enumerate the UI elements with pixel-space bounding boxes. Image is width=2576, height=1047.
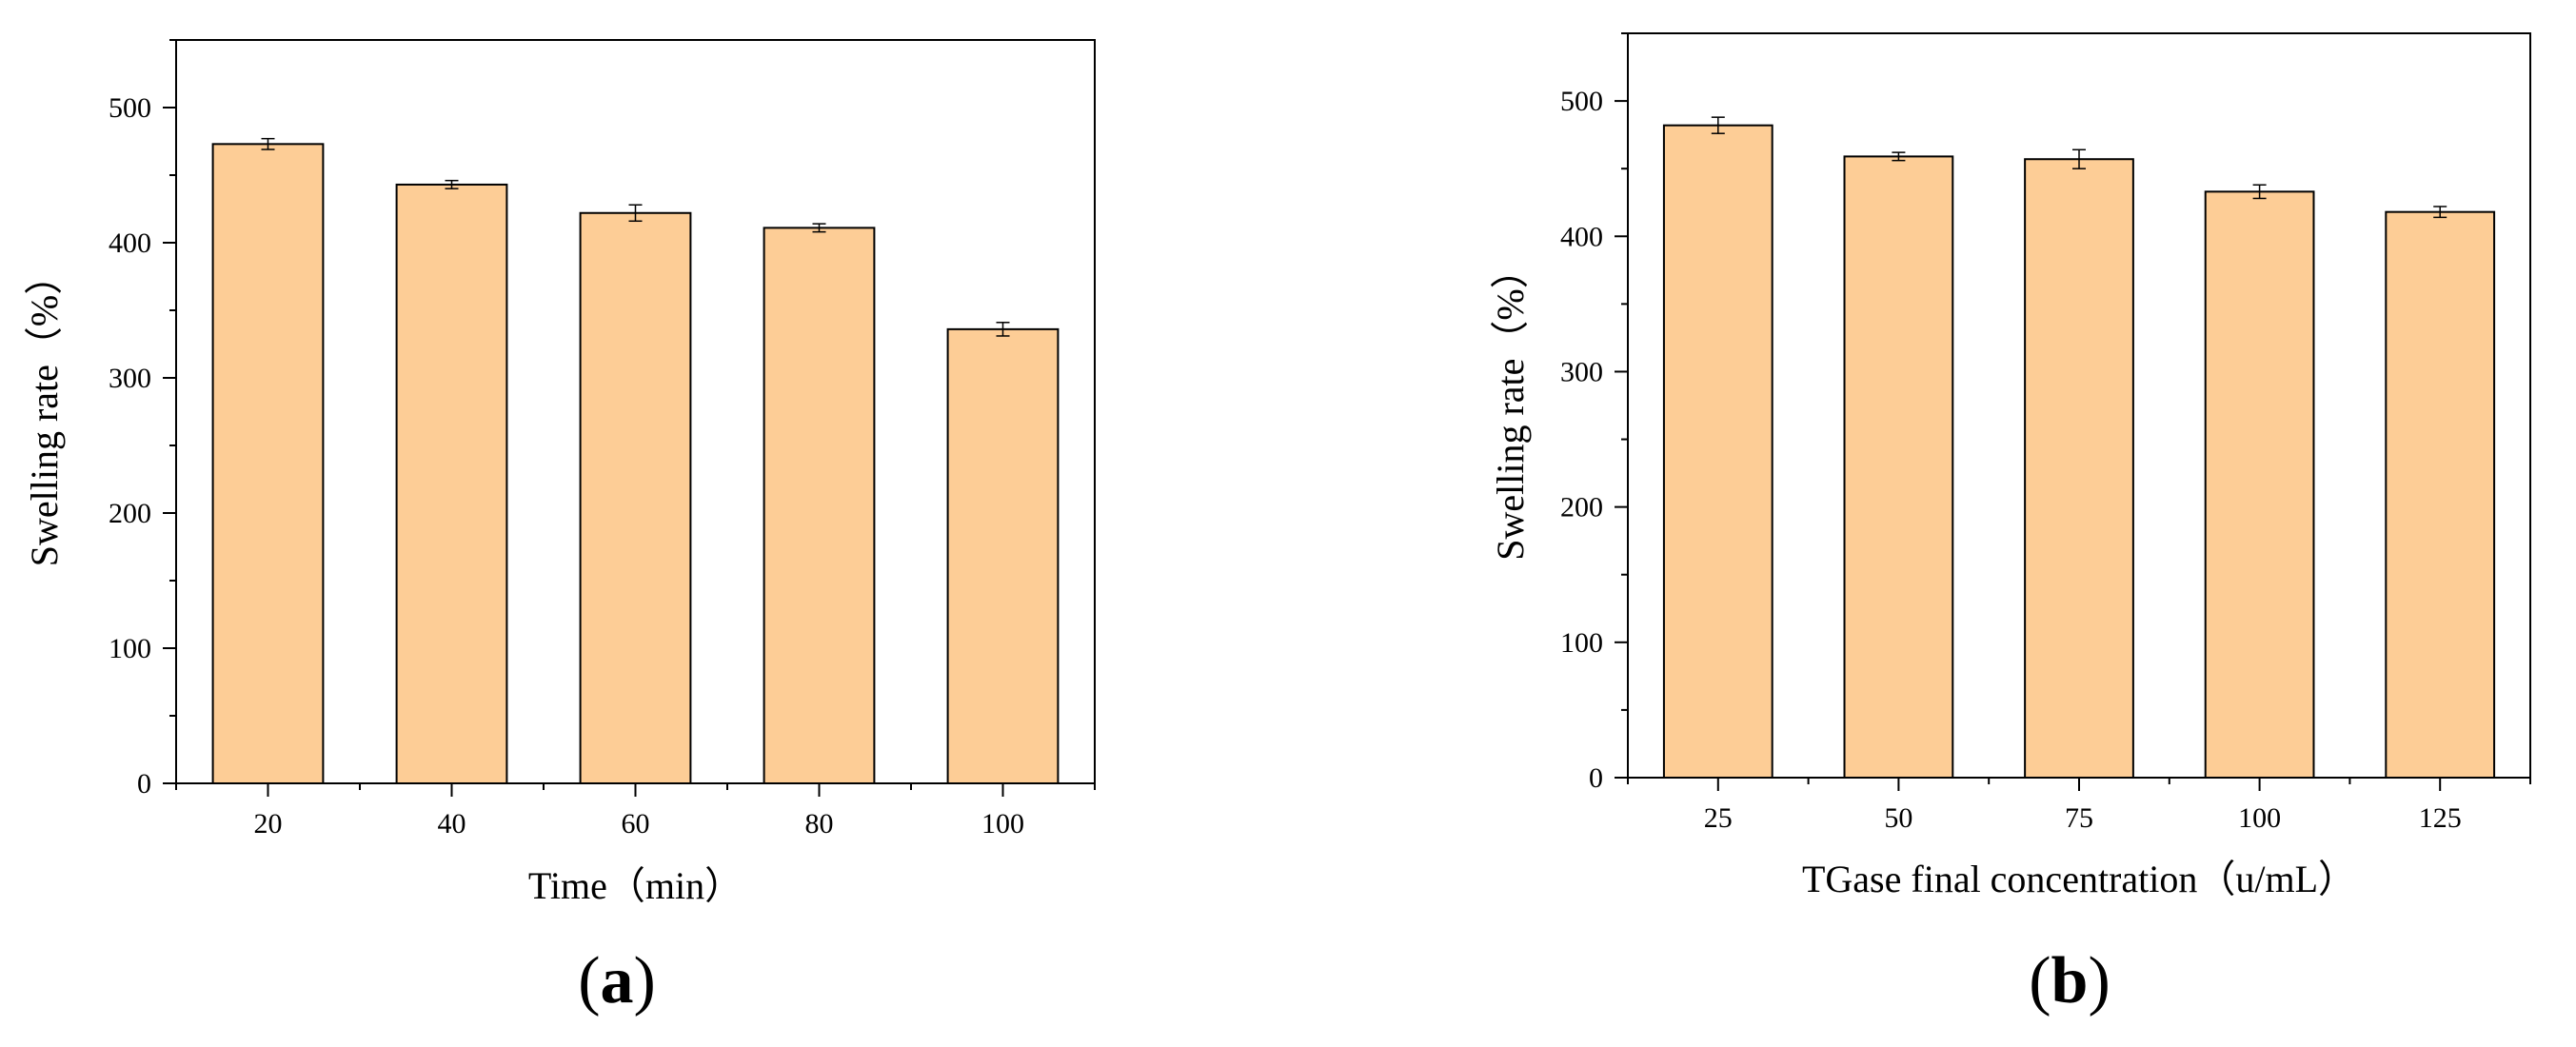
x-axis-title: Time（min） bbox=[528, 864, 743, 907]
y-tick-label: 0 bbox=[1589, 762, 1603, 794]
y-tick-label: 300 bbox=[109, 363, 151, 394]
panel-label-close-paren: ) bbox=[634, 944, 656, 1017]
bar bbox=[763, 227, 876, 784]
y-tick-label: 400 bbox=[1560, 221, 1603, 252]
panel-label-letter: a bbox=[601, 944, 634, 1017]
bar bbox=[1843, 155, 1954, 780]
panel-label: (b) bbox=[2029, 944, 2110, 1017]
x-tick-label: 100 bbox=[981, 808, 1024, 840]
x-tick-label: 20 bbox=[254, 808, 283, 840]
bar bbox=[2024, 158, 2134, 780]
panel-a-chart: 0 100 200 300 400 500 20 40 60 80 100 Time（min） Swel… bbox=[23, 39, 1096, 1017]
x-tick-label: 75 bbox=[2065, 802, 2093, 834]
x-tick-label: 60 bbox=[622, 808, 650, 840]
panel-label-close-paren: ) bbox=[2088, 944, 2110, 1017]
x-axis-title: TGase final concentration（u/mL） bbox=[1802, 858, 2356, 900]
panel-b-chart: 0 100 200 300 400 500 25 50 75 100 125 TGase final … bbox=[1489, 32, 2531, 1017]
y-tick-label: 100 bbox=[109, 633, 151, 664]
x-tick-label: 40 bbox=[438, 808, 466, 840]
bar bbox=[395, 183, 508, 784]
x-tick-label: 100 bbox=[2238, 802, 2281, 834]
y-tick-label: 200 bbox=[1560, 492, 1603, 524]
x-tick-label: 50 bbox=[1884, 802, 1912, 834]
bar bbox=[2204, 190, 2315, 779]
y-tick-label: 300 bbox=[1560, 356, 1603, 387]
bar bbox=[211, 143, 325, 784]
panel-label: (a) bbox=[578, 944, 656, 1017]
bar bbox=[2385, 210, 2496, 779]
x-tick-label: 25 bbox=[1704, 802, 1733, 834]
y-tick-label: 500 bbox=[109, 92, 151, 124]
panel-label-open-paren: ( bbox=[2029, 944, 2051, 1017]
x-tick-label: 80 bbox=[805, 808, 834, 840]
bar bbox=[579, 211, 692, 784]
y-tick-label: 400 bbox=[109, 227, 151, 259]
y-axis-title: Swelling rate（%） bbox=[23, 257, 66, 567]
y-tick-label: 500 bbox=[1560, 86, 1603, 117]
panel-label-open-paren: ( bbox=[578, 944, 600, 1017]
panel-label-letter: b bbox=[2051, 944, 2089, 1017]
x-tick-label: 125 bbox=[2419, 802, 2462, 834]
bar bbox=[1662, 124, 1773, 779]
y-tick-label: 200 bbox=[109, 498, 151, 529]
y-axis-title: Swelling rate（%） bbox=[1489, 250, 1532, 561]
bar bbox=[946, 327, 1060, 784]
y-tick-label: 100 bbox=[1560, 627, 1603, 659]
y-tick-label: 0 bbox=[137, 768, 151, 800]
